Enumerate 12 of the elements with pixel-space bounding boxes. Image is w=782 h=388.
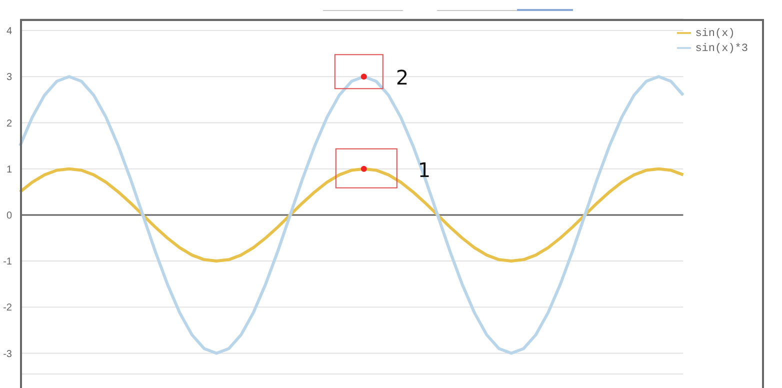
legend-label: sin(x): [695, 28, 735, 40]
y-tick-label: 2: [6, 118, 12, 130]
y-tick-label: 3: [6, 72, 12, 84]
annotation: 2: [396, 66, 409, 90]
y-tick-label: 0: [6, 210, 12, 222]
legend-label: sin(x)*3: [695, 42, 748, 55]
y-tick-label: 1: [6, 164, 12, 176]
annotation: 1: [418, 158, 431, 182]
y-tick-label: -3: [3, 348, 12, 360]
y-tick-label: -2: [3, 302, 12, 314]
y-tick-label: 4: [6, 26, 12, 38]
y-tick-label: -1: [3, 256, 12, 268]
